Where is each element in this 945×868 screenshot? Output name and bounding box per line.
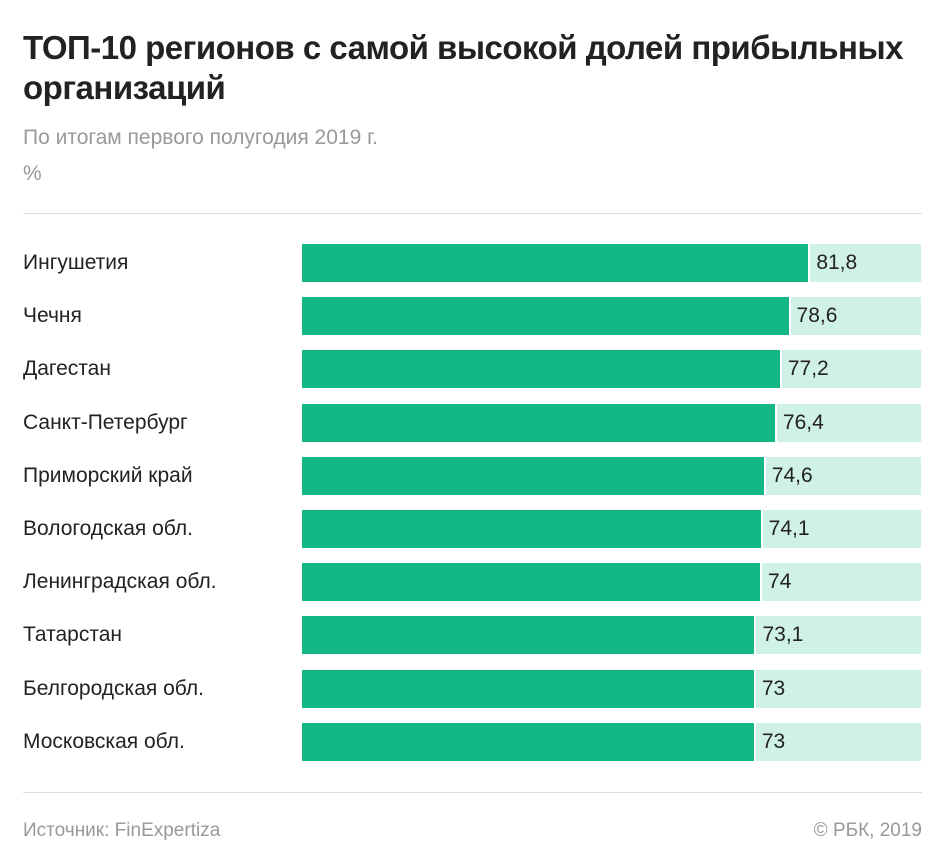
value-label: 76,4 <box>782 410 824 434</box>
bar <box>302 669 756 708</box>
value-label: 78,6 <box>796 304 838 328</box>
bar-track: 77,2 <box>302 350 921 389</box>
category-label: Чечня <box>23 304 82 328</box>
bar-track: 73 <box>302 669 921 708</box>
bar <box>302 244 811 282</box>
value-label: 73 <box>761 729 786 753</box>
category-label: Белгородская обл. <box>23 676 204 700</box>
category-label: Дагестан <box>23 357 111 381</box>
category-label: Ингушетия <box>23 251 129 274</box>
bar <box>302 563 763 602</box>
bar-track: 74,6 <box>302 456 921 495</box>
category-label: Санкт-Петербург <box>23 410 188 434</box>
bar-track: 74,1 <box>302 510 921 548</box>
unit-label: % <box>23 162 42 185</box>
value-label: 74,1 <box>768 517 810 540</box>
chart-subtitle: По итогам первого полугодия 2019 г. <box>23 126 379 149</box>
bar-track: 73,1 <box>302 616 921 655</box>
category-label: Ленинградская обл. <box>23 570 217 594</box>
category-label: Татарстан <box>23 623 123 647</box>
top-divider <box>23 213 922 214</box>
bar-track: 78,6 <box>302 297 921 336</box>
value-label: 74,6 <box>771 463 813 487</box>
source-note: Источник: FinExpertiza <box>23 820 221 841</box>
bar-track: 74 <box>302 563 921 602</box>
value-label: 77,2 <box>787 357 829 381</box>
bar-track: 73 <box>302 722 921 761</box>
bar-track: 76,4 <box>302 403 921 442</box>
bar <box>302 510 763 548</box>
category-label: Приморский край <box>23 463 193 487</box>
bar <box>302 350 782 389</box>
bar <box>302 456 766 495</box>
bar <box>302 403 777 442</box>
value-label: 73 <box>761 676 786 700</box>
value-label: 73,1 <box>762 623 804 647</box>
bottom-divider <box>23 792 922 793</box>
category-label: Московская обл. <box>23 729 185 753</box>
copyright: © РБК, 2019 <box>813 820 922 841</box>
bar-track: 81,8 <box>302 244 921 282</box>
category-label: Вологодская обл. <box>23 517 193 540</box>
value-label: 74 <box>768 570 792 594</box>
value-label: 81,8 <box>816 251 858 274</box>
bar <box>302 616 757 655</box>
bar <box>302 722 756 761</box>
chart-title: ТОП-10 регионов с самой высокой долей пр… <box>23 29 904 106</box>
bar <box>302 297 791 336</box>
